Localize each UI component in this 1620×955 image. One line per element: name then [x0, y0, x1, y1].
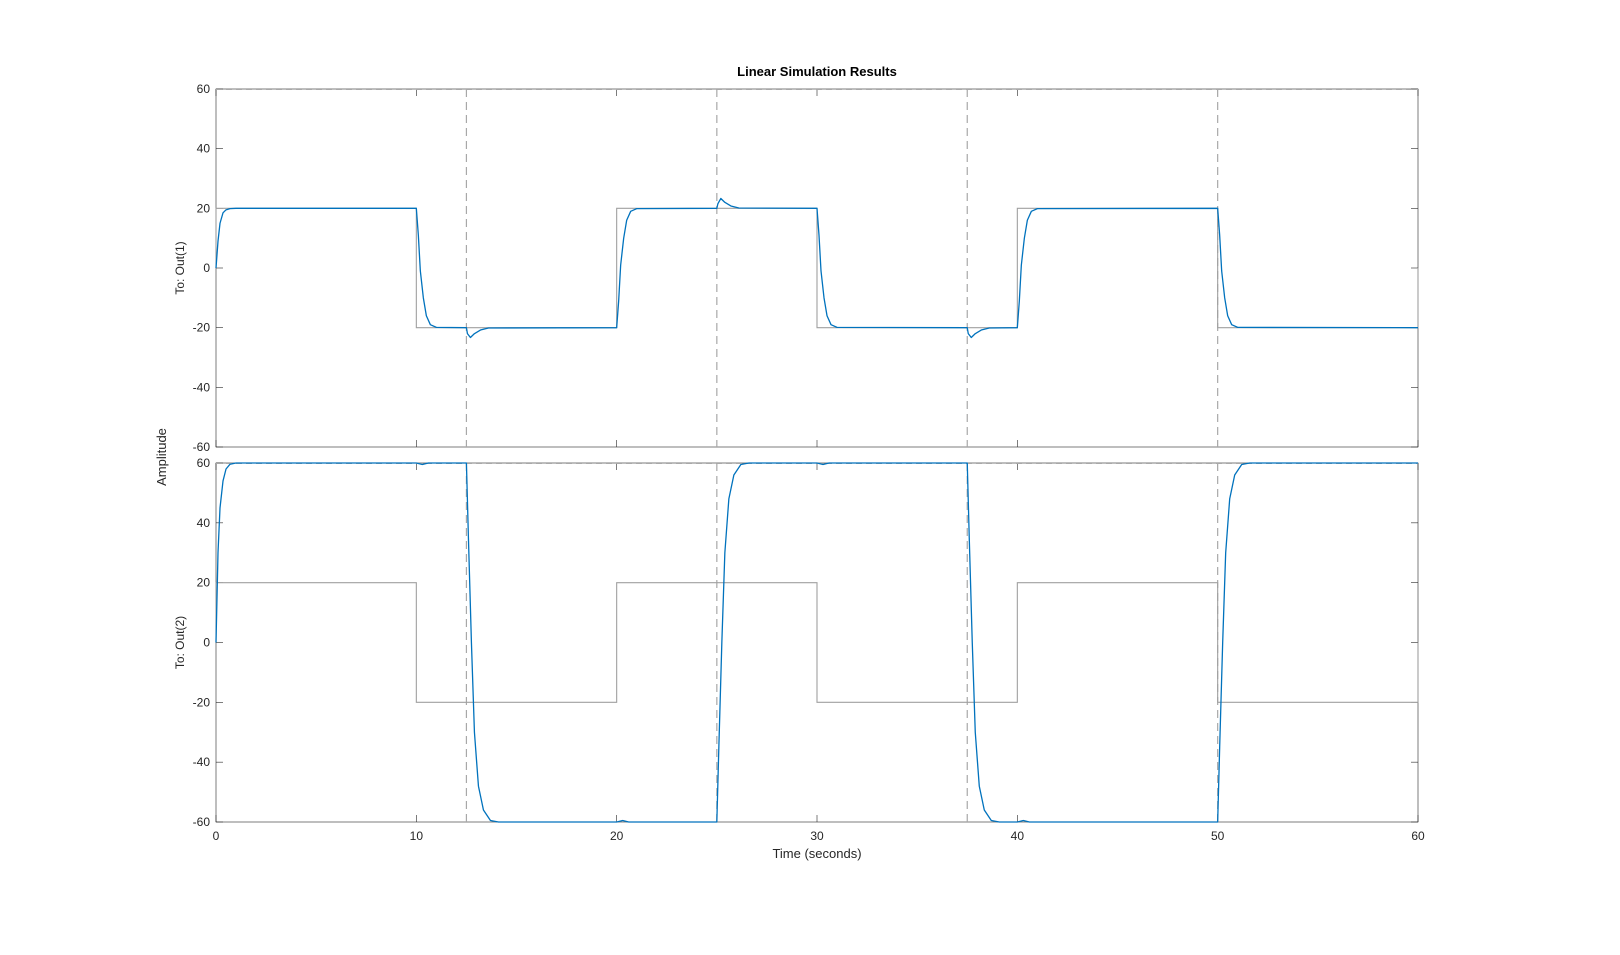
x-tick-label-0: 0 [213, 829, 220, 843]
x-tick-label-1: 10 [410, 829, 424, 843]
x-tick-label-6: 60 [1411, 829, 1425, 843]
y-tick-label-1-4: -20 [193, 321, 211, 335]
x-tick-label-4: 40 [1011, 829, 1025, 843]
x-tick-label-2: 20 [610, 829, 624, 843]
subplot-out1: 60 40 20 0 -20 -40 -60 To: Out(1) [173, 82, 1419, 454]
chart-title: Linear Simulation Results [737, 64, 897, 79]
y-tick-label-2-4: -20 [193, 695, 211, 709]
y-tick-label-2-3: 0 [203, 636, 210, 650]
input-signal-2 [215, 582, 1419, 703]
y-tick-label-1-6: -60 [193, 440, 211, 454]
response-signal-2 [215, 462, 1418, 823]
subplot-ylabel-1: To: Out(1) [173, 241, 187, 294]
y-tick-label-2-1: 40 [197, 516, 211, 530]
y-tick-label-2-2: 20 [197, 576, 211, 590]
y-tick-label-1-1: 40 [197, 142, 211, 156]
response-signal-1 [215, 197, 1419, 339]
x-tick-label-3: 30 [810, 829, 824, 843]
x-tick-label-5: 50 [1211, 829, 1225, 843]
y-tick-label-2-6: -60 [193, 815, 211, 829]
input-signal-1 [215, 207, 1419, 329]
x-axis-label: Time (seconds) [772, 846, 861, 861]
y-tick-label-1-0: 60 [197, 82, 211, 96]
y-tick-label-2-0: 60 [197, 456, 211, 470]
y-tick-label-1-5: -40 [193, 380, 211, 394]
y-tick-label-1-2: 20 [197, 201, 211, 215]
y-tick-label-1-3: 0 [203, 261, 210, 275]
subplot-ylabel-2: To: Out(2) [173, 616, 187, 669]
y-tick-label-2-5: -40 [193, 755, 211, 769]
y-axis-label: Amplitude [154, 428, 169, 486]
